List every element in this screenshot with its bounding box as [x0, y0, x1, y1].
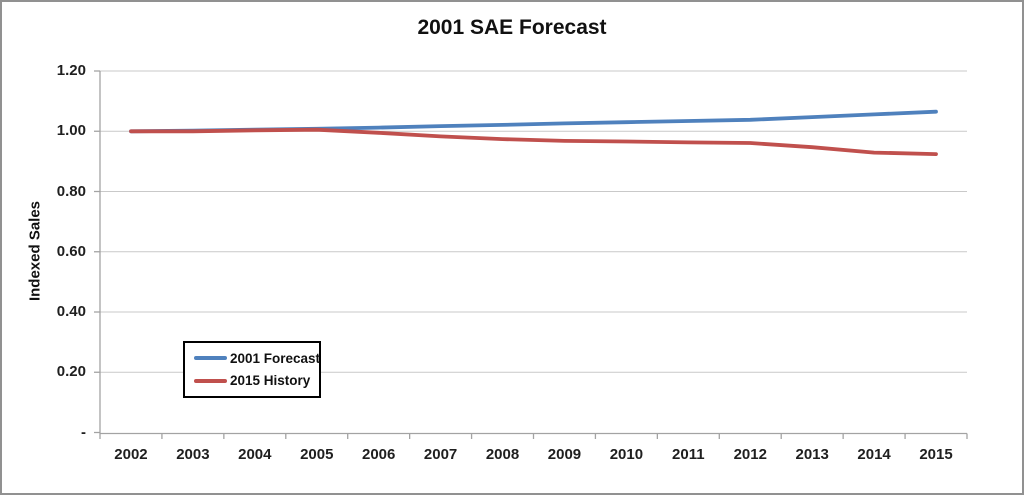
x-tick-label: 2005 [300, 445, 334, 463]
x-tick-label: 2009 [547, 445, 582, 463]
y-tick-label: 0.20 [56, 363, 86, 381]
legend: 2001 Forecast 2015 History [183, 341, 321, 398]
x-tick-label: 2011 [672, 445, 705, 463]
y-tick-label: 0.60 [56, 242, 86, 260]
legend-label-history: 2015 History [230, 373, 311, 389]
x-tick-label: 2010 [609, 445, 644, 463]
x-tick-label: 2007 [423, 445, 458, 463]
legend-item-forecast: 2001 Forecast [194, 350, 321, 366]
x-tick-label: 2004 [238, 445, 272, 463]
chart-title: 2001 SAE Forecast [417, 16, 607, 39]
legend-line-swatch-history [194, 378, 227, 383]
y-tick-label: - [81, 423, 86, 441]
x-tick-label: 2008 [485, 445, 520, 463]
legend-item-history: 2015 History [194, 373, 319, 388]
x-tick-label: 2014 [857, 445, 891, 463]
y-tick-label: 0.80 [56, 182, 86, 200]
legend-line-swatch-forecast [194, 356, 227, 361]
x-tick-label: 2002 [114, 445, 148, 463]
legend-label-forecast: 2001 Forecast [230, 350, 321, 366]
x-tick-label: 2006 [361, 445, 396, 463]
x-tick-label: 2003 [176, 445, 210, 463]
x-tick-label: 2012 [733, 445, 767, 463]
y-tick-label: 1.20 [56, 62, 86, 79]
x-tick-label: 2015 [919, 445, 953, 463]
y-tick-label: 0.40 [56, 303, 86, 320]
y-tick-label: 1.00 [56, 122, 86, 140]
x-tick-label: 2013 [795, 445, 829, 463]
